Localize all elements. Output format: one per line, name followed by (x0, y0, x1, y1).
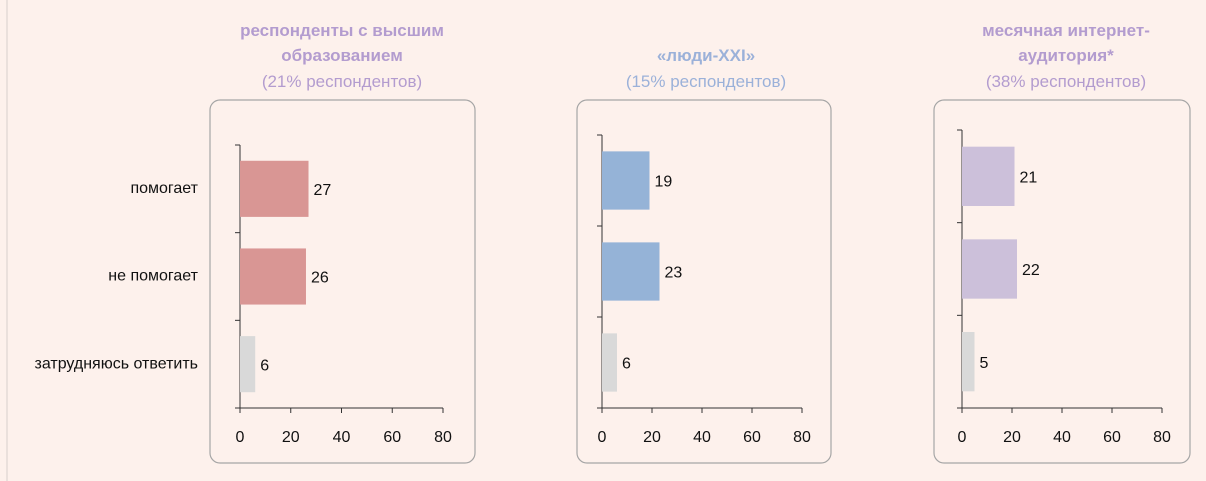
x-tick-label: 0 (598, 429, 607, 446)
bar (962, 239, 1017, 299)
value-label: 21 (1020, 170, 1038, 187)
bar (962, 146, 1015, 206)
y-tick-label: затрудняюсь ответить (34, 355, 198, 372)
bar (602, 333, 617, 392)
y-tick-label: помогает (130, 180, 198, 197)
value-label: 5 (980, 355, 989, 372)
title-block: респонденты с высшим образованием (21% ре… (207, 6, 477, 96)
y-tick-label: не помогает (108, 268, 198, 285)
panel (209, 99, 476, 464)
bar (962, 332, 975, 392)
x-tick-label: 20 (282, 429, 300, 446)
x-tick-label: 20 (1003, 429, 1021, 446)
title-block: месячная интернет-аудитория* (38% респонд… (959, 6, 1174, 96)
chart-subtitle: (15% респондентов) (625, 72, 787, 91)
chart-subtitle: (38% респондентов) (985, 72, 1147, 91)
panel (576, 99, 832, 464)
x-tick-label: 0 (958, 429, 967, 446)
x-tick-label: 60 (1103, 429, 1121, 446)
chart-title: месячная интернет-аудитория* (982, 21, 1150, 65)
value-label: 6 (260, 357, 269, 374)
x-tick-label: 40 (1053, 429, 1071, 446)
bar (240, 248, 306, 305)
chart-subtitle: (21% респондентов) (261, 72, 423, 91)
bar (240, 336, 256, 393)
value-label: 19 (655, 174, 673, 191)
x-tick-label: 40 (693, 429, 711, 446)
title-block: «люди-XXI» (15% респондентов) (576, 6, 836, 96)
bar (602, 151, 650, 210)
panel (933, 99, 1191, 464)
x-tick-label: 40 (333, 429, 351, 446)
x-tick-label: 80 (434, 429, 452, 446)
x-tick-label: 80 (1153, 429, 1171, 446)
bar (240, 160, 309, 217)
value-label: 26 (311, 270, 329, 287)
value-label: 27 (314, 182, 332, 199)
x-tick-label: 20 (643, 429, 661, 446)
chart-title: «люди-XXI» (656, 46, 756, 65)
x-tick-label: 60 (383, 429, 401, 446)
value-label: 23 (665, 265, 683, 282)
x-tick-label: 0 (236, 429, 245, 446)
value-label: 22 (1022, 262, 1040, 279)
bar (602, 242, 660, 301)
value-label: 6 (622, 356, 631, 373)
chart-title: респонденты с высшим образованием (240, 21, 444, 65)
x-tick-label: 80 (793, 429, 811, 446)
x-tick-label: 60 (743, 429, 761, 446)
